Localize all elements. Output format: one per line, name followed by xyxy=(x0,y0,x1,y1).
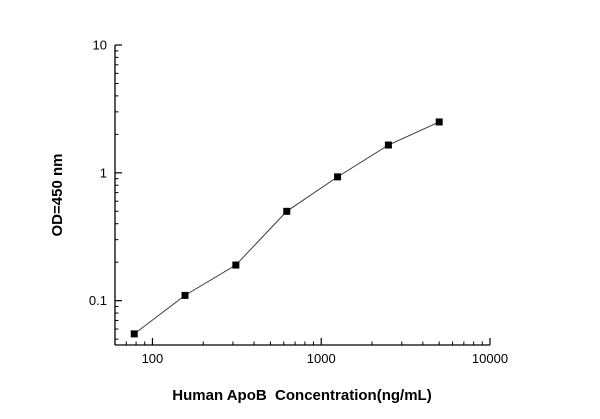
data-point-marker xyxy=(130,330,138,338)
y-tick-label: 1 xyxy=(100,165,107,180)
y-axis-title: OD=450 nm xyxy=(49,154,66,237)
data-point-marker xyxy=(334,173,342,181)
x-axis-title: Human ApoB Concentration(ng/mL) xyxy=(172,387,431,404)
y-tick-label: 10 xyxy=(93,38,107,53)
data-point-marker xyxy=(232,261,240,269)
axes xyxy=(114,45,490,346)
data-point-marker xyxy=(435,118,443,126)
series-markers xyxy=(130,118,443,338)
x-tick-label: 1000 xyxy=(307,351,336,366)
y-axis-ticks: 0.1 1 10 xyxy=(89,38,122,340)
x-axis-ticks: 100 1000 10000 xyxy=(114,338,508,366)
data-point-marker xyxy=(384,141,392,149)
x-tick-label: 100 xyxy=(142,351,164,366)
x-tick-label: 10000 xyxy=(472,351,508,366)
data-point-marker xyxy=(181,291,189,299)
y-tick-label: 0.1 xyxy=(89,293,107,308)
chart-plot-group: 100 1000 10000 0.1 1 10 xyxy=(89,38,508,367)
series-line xyxy=(133,121,440,335)
data-point-marker xyxy=(283,207,291,215)
